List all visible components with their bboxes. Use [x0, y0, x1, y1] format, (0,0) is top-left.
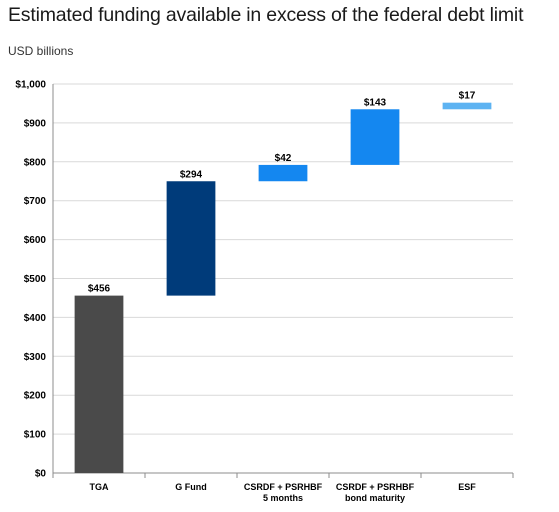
waterfall-bar [442, 102, 492, 110]
chart-title: Estimated funding available in excess of… [8, 4, 524, 26]
y-tick-label: $300 [24, 352, 47, 363]
x-category-label: CSRDF + PSRHBF 5 months [244, 482, 323, 503]
waterfall-bar [166, 181, 216, 296]
y-tick-label: $100 [24, 430, 47, 441]
y-tick-label: $400 [24, 313, 47, 324]
y-tick-label: $0 [35, 469, 47, 480]
x-category-label: ESF [458, 482, 476, 492]
bar-data-label: $42 [275, 153, 292, 164]
bar-data-label: $143 [364, 97, 387, 108]
x-category-label: TGA [90, 482, 109, 492]
y-tick-label: $1,000 [15, 80, 46, 91]
y-tick-label: $200 [24, 391, 47, 402]
waterfall-bar [350, 109, 400, 165]
y-tick-label: $800 [24, 157, 47, 168]
y-tick-label: $900 [24, 118, 47, 129]
x-category-label: CSRDF + PSRHBF bond maturity [336, 482, 415, 503]
bar-data-label: $294 [180, 169, 203, 180]
waterfall-bar [258, 164, 308, 182]
y-tick-label: $500 [24, 274, 47, 285]
bar-data-label: $456 [88, 284, 111, 295]
bar-data-label: $17 [459, 91, 476, 102]
y-tick-label: $700 [24, 196, 47, 207]
x-category-label: G Fund [175, 482, 207, 492]
waterfall-bar [74, 295, 124, 473]
chart-subtitle: USD billions [8, 44, 74, 58]
y-tick-label: $600 [24, 235, 47, 246]
